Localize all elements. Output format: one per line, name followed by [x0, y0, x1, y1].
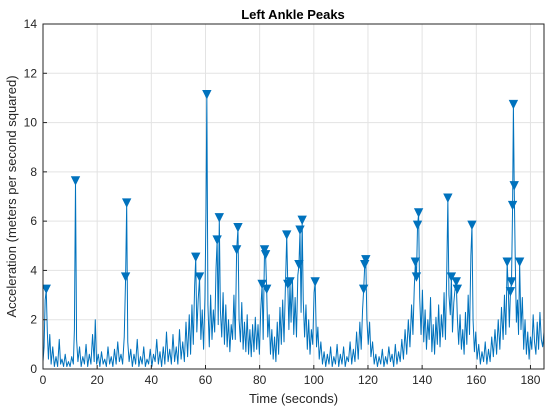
- peak-marker: [70, 176, 81, 186]
- x-tick-label: 80: [253, 373, 267, 387]
- peak-marker: [452, 284, 463, 295]
- peak-marker: [446, 272, 457, 282]
- peak-marker: [358, 284, 369, 295]
- peak-marker: [121, 198, 132, 208]
- peak-marker: [212, 235, 222, 245]
- peak-marker: [231, 245, 242, 255]
- peak-marker: [233, 223, 243, 233]
- y-axis-label: Acceleration (meters per second squared): [4, 75, 19, 317]
- peak-marker: [509, 181, 519, 191]
- x-tick-label: 120: [358, 373, 378, 387]
- peak-marker: [214, 213, 224, 223]
- peak-marker: [505, 287, 516, 297]
- peak-marker: [191, 252, 201, 262]
- peak-marker: [467, 220, 477, 230]
- peak-marker: [310, 277, 320, 287]
- x-tick-label: 160: [466, 373, 486, 387]
- peak-marker: [507, 200, 518, 211]
- x-tick-label: 20: [90, 373, 104, 387]
- x-tick-label: 0: [40, 373, 47, 387]
- peak-marker: [194, 272, 205, 282]
- peak-marker: [502, 257, 512, 267]
- y-tick-label: 4: [30, 263, 37, 277]
- peak-marker: [411, 272, 422, 282]
- y-tick-label: 0: [30, 362, 37, 376]
- x-tick-label: 180: [520, 373, 540, 387]
- y-tick-label: 2: [30, 313, 37, 327]
- x-axis: 0 20 40 60 80 100 120 140 160 180: [40, 365, 541, 387]
- peak-marker: [262, 284, 272, 295]
- peak-marker: [257, 279, 267, 290]
- y-axis: 0 2 4 6 8 10 12 14: [24, 17, 47, 376]
- peak-marker: [443, 193, 453, 203]
- peak-marker: [202, 89, 212, 100]
- peak-marker: [361, 255, 371, 265]
- peak-marker: [295, 225, 305, 235]
- x-tick-label: 100: [304, 373, 324, 387]
- peak-marker: [259, 245, 270, 255]
- x-tick-label: 60: [199, 373, 213, 387]
- peak-marker: [413, 208, 424, 218]
- peak-marker: [282, 230, 292, 240]
- plot-frame: [42, 23, 545, 370]
- y-tick-label: 12: [24, 66, 38, 80]
- peak-marker: [285, 277, 295, 287]
- peak-marker: [412, 220, 423, 230]
- peak-marker: [508, 99, 519, 110]
- peak-marker: [514, 257, 525, 267]
- series-line: [43, 94, 544, 368]
- peak-marker: [451, 277, 461, 287]
- peak-marker: [410, 257, 421, 267]
- peak-marker: [260, 250, 271, 260]
- x-axis-label: Time (seconds): [249, 391, 338, 406]
- y-tick-label: 14: [24, 17, 38, 31]
- y-tick-label: 6: [30, 214, 37, 228]
- y-tick-label: 8: [30, 165, 37, 179]
- peak-marker: [297, 215, 307, 226]
- x-tick-label: 40: [145, 373, 159, 387]
- peak-markers: [43, 89, 525, 297]
- chart-title: Left Ankle Peaks: [241, 7, 345, 22]
- peak-marker: [43, 284, 51, 295]
- peak-marker: [294, 260, 304, 270]
- peak-marker: [506, 277, 517, 287]
- x-tick-label: 140: [412, 373, 432, 387]
- peak-marker: [120, 272, 131, 282]
- y-tick-label: 10: [24, 116, 38, 130]
